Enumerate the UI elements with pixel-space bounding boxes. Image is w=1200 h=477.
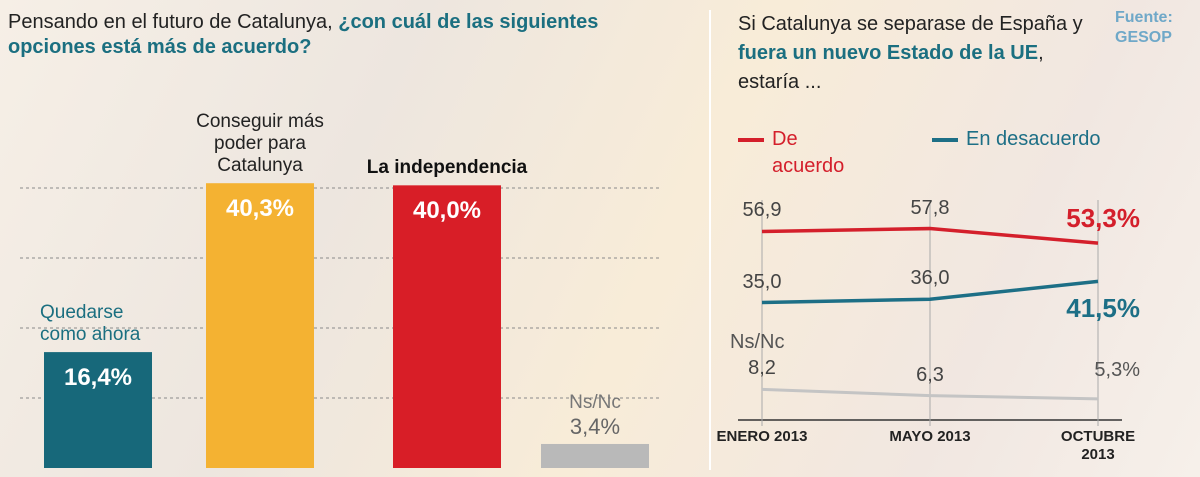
title-highlight: ¿con cuál de las siguientes opciones est…: [8, 11, 599, 58]
series-label: Ns/Nc: [730, 331, 785, 354]
value-label: 3,4%: [569, 413, 621, 439]
title-highlight: fuera un nuevo Estado de la UE: [738, 42, 1039, 64]
value-label: 5,3%: [1094, 358, 1140, 381]
x-tick-label: OCTUBRE 2013: [1060, 428, 1136, 463]
bar: [541, 443, 649, 468]
bar-title: Pensando en el futuro de Catalunya, ¿con…: [8, 10, 628, 60]
category-label: Quedarse como ahora: [40, 302, 141, 346]
source: Fuente: GESOP: [1115, 9, 1173, 46]
x-tick-label: MAYO 2013: [889, 428, 971, 445]
value-label: 35,0: [742, 270, 782, 293]
line-series: [761, 226, 1099, 245]
value-label: 36,0: [910, 267, 950, 290]
legend-label: De acuerdo: [772, 128, 845, 177]
value-label: 8,2: [748, 357, 776, 380]
bar-label-group: Quedarse como ahora: [40, 302, 190, 346]
value-label: 41,5%: [1066, 293, 1140, 324]
title-text: Pensando en el futuro de Catalunya,: [8, 11, 333, 33]
bar-label-group: La independencia: [362, 157, 532, 179]
bar: [44, 352, 152, 468]
value-label: 40,0%: [412, 197, 482, 225]
value-label: 40,3%: [225, 195, 295, 223]
line-series: [761, 279, 1099, 305]
value-label: 16,4%: [63, 364, 133, 392]
legend-label: En desacuerdo: [966, 128, 1101, 150]
line-title: Si Catalunya se separase de España y fue…: [738, 10, 1098, 97]
value-label: 53,3%: [1066, 203, 1140, 234]
title-end: , estaría ...: [738, 42, 1044, 93]
category-label: Ns/Nc: [569, 391, 621, 413]
bar: [393, 185, 501, 469]
x-tick-label: ENERO 2013: [716, 428, 808, 445]
category-label: Conseguir más poder para Catalunya: [196, 111, 324, 177]
line-series: [761, 387, 1099, 401]
bar-label-group: Ns/Nc 3,4%: [510, 392, 680, 438]
value-label: 57,8: [910, 196, 950, 219]
grid-decoration: [20, 187, 660, 399]
bar-label-group: Conseguir más poder para Catalunya: [175, 111, 345, 177]
value-label: 6,3: [916, 363, 944, 386]
title-text: Si Catalunya se separase de España y: [738, 13, 1083, 35]
category-label: La independencia: [366, 157, 528, 179]
value-label: 56,9: [742, 199, 782, 222]
bar: [206, 183, 314, 469]
